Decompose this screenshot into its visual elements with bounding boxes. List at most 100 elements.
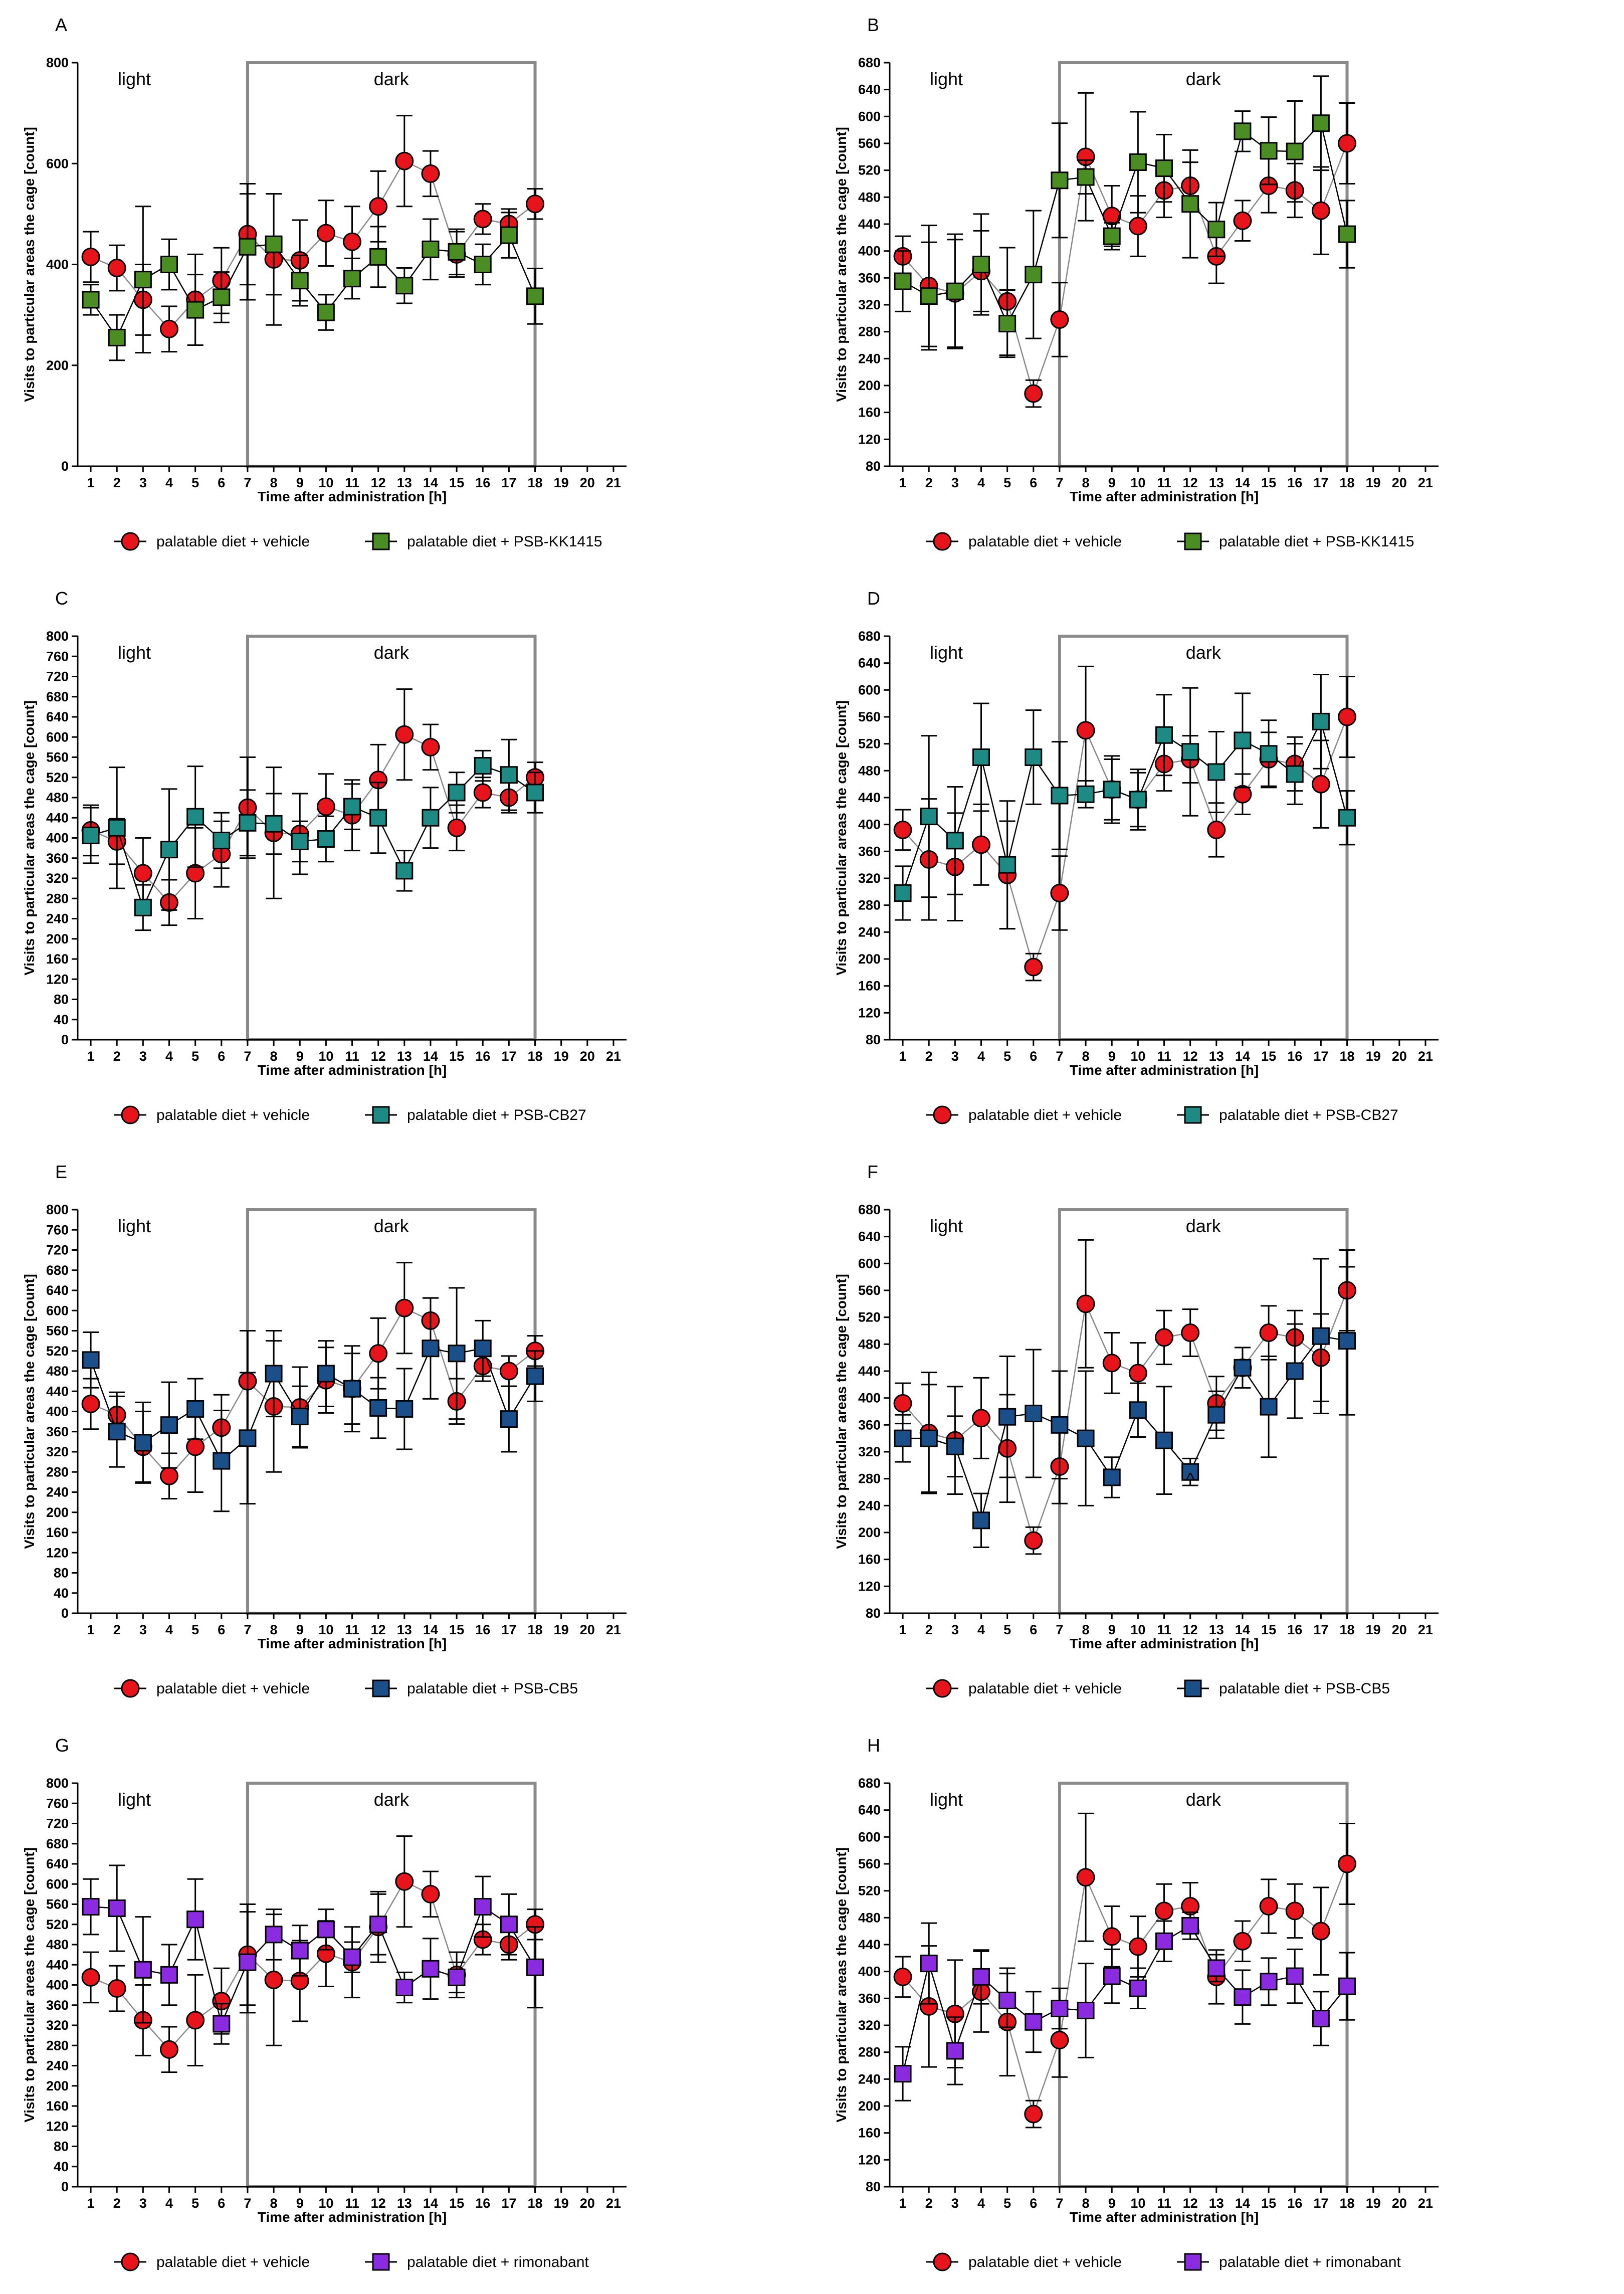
data-point bbox=[1286, 1362, 1304, 1380]
series-line bbox=[902, 143, 1348, 396]
y-tick-label: 520 bbox=[858, 163, 881, 178]
data-point bbox=[1024, 958, 1043, 977]
data-point bbox=[1207, 221, 1226, 239]
data-point bbox=[1128, 1364, 1147, 1383]
y-tick-label: 240 bbox=[858, 924, 881, 939]
x-tick-label: 7 bbox=[244, 1049, 251, 1064]
x-tick-label: 5 bbox=[1003, 2196, 1011, 2211]
x-tick-label: 1 bbox=[87, 475, 95, 490]
data-point bbox=[1286, 142, 1304, 160]
data-point bbox=[1181, 1463, 1199, 1481]
data-point bbox=[1129, 791, 1147, 809]
y-tick-label: 720 bbox=[46, 669, 69, 684]
x-tick-label: 1 bbox=[899, 1622, 907, 1637]
legend-label: palatable diet + vehicle bbox=[968, 533, 1122, 550]
data-point bbox=[82, 1898, 100, 1916]
data-point bbox=[1207, 1959, 1226, 1977]
data-point bbox=[369, 197, 388, 216]
y-tick-label: 320 bbox=[46, 871, 69, 886]
data-point bbox=[134, 1434, 152, 1452]
x-tick-label: 15 bbox=[449, 2196, 464, 2211]
x-tick-label: 8 bbox=[270, 1622, 278, 1637]
y-tick-label: 360 bbox=[858, 1991, 881, 2006]
data-point bbox=[972, 256, 990, 273]
data-point bbox=[500, 1916, 518, 1934]
data-point bbox=[448, 1345, 466, 1363]
x-tick-label: 5 bbox=[191, 1622, 199, 1637]
x-tick-label: 10 bbox=[318, 2196, 333, 2211]
x-tick-label: 12 bbox=[371, 475, 386, 490]
x-tick-label: 4 bbox=[977, 2196, 985, 2211]
series-line bbox=[90, 733, 536, 904]
data-point bbox=[108, 819, 126, 837]
data-point bbox=[946, 282, 964, 300]
data-point bbox=[1051, 1999, 1069, 2017]
y-tick-label: 680 bbox=[858, 629, 881, 644]
data-point bbox=[265, 1365, 283, 1383]
x-axis-title: Time after administration [h] bbox=[1070, 1062, 1259, 1078]
x-tick-label: 12 bbox=[371, 1622, 386, 1637]
light-label: light bbox=[930, 1789, 963, 1810]
data-point bbox=[239, 238, 257, 256]
data-point bbox=[1050, 310, 1069, 329]
series-palatable-diet-psb-cb5 bbox=[82, 1287, 544, 1512]
data-point bbox=[1129, 1979, 1147, 1997]
data-point bbox=[1155, 159, 1173, 177]
x-tick-label: 2 bbox=[925, 475, 933, 490]
x-tick-label: 8 bbox=[270, 1049, 278, 1064]
y-tick-label: 360 bbox=[46, 1998, 69, 2013]
legend-symbol bbox=[933, 532, 952, 551]
data-point bbox=[1312, 2010, 1330, 2028]
data-point bbox=[81, 247, 100, 266]
x-tick-label: 19 bbox=[1366, 1622, 1381, 1637]
y-tick-label: 280 bbox=[46, 2038, 69, 2053]
dark-period-box bbox=[1058, 635, 1349, 1041]
x-tick-label: 16 bbox=[1287, 1049, 1302, 1064]
data-point bbox=[893, 820, 912, 839]
legend-item: palatable diet + rimonabant bbox=[365, 2253, 589, 2271]
x-tick-label: 18 bbox=[527, 2196, 542, 2211]
data-point bbox=[1311, 201, 1330, 220]
data-point bbox=[1155, 1901, 1173, 1921]
x-tick-label: 2 bbox=[925, 1622, 933, 1637]
data-point bbox=[316, 797, 335, 816]
legend-symbol bbox=[1184, 1106, 1202, 1124]
data-point bbox=[1181, 195, 1199, 213]
y-axis-title: Visits to particular areas the cage [cou… bbox=[834, 1274, 849, 1549]
y-tick-label: 360 bbox=[858, 844, 881, 859]
series-line bbox=[902, 719, 1348, 893]
data-point bbox=[473, 783, 492, 802]
y-tick-label: 320 bbox=[46, 1444, 69, 1459]
dark-label: dark bbox=[1186, 1789, 1222, 1810]
data-point bbox=[160, 841, 178, 859]
series-palatable-diet-psb-cb27 bbox=[82, 738, 544, 931]
x-tick-label: 19 bbox=[1366, 475, 1381, 490]
x-tick-label: 1 bbox=[87, 2196, 95, 2211]
data-point bbox=[1076, 1294, 1095, 1313]
legend-item: palatable diet + PSB-KK1415 bbox=[365, 532, 602, 550]
data-point bbox=[1155, 1431, 1173, 1449]
y-tick-label: 560 bbox=[858, 1283, 881, 1298]
x-tick-label: 14 bbox=[1235, 2196, 1250, 2211]
data-point bbox=[82, 291, 100, 309]
data-point bbox=[946, 832, 964, 850]
y-tick-label: 0 bbox=[61, 1032, 69, 1047]
x-tick-label: 1 bbox=[899, 2196, 907, 2211]
y-tick-label: 240 bbox=[46, 1485, 69, 1500]
legend-label: palatable diet + vehicle bbox=[968, 2254, 1122, 2270]
x-tick-label: 18 bbox=[527, 1622, 542, 1637]
y-tick-label: 160 bbox=[858, 979, 881, 994]
data-point bbox=[395, 862, 414, 880]
x-tick-label: 21 bbox=[1418, 475, 1433, 490]
data-point bbox=[213, 288, 231, 306]
data-point bbox=[160, 1466, 178, 1485]
y-tick-label: 80 bbox=[866, 1606, 881, 1621]
data-point bbox=[1260, 1398, 1278, 1416]
legend-item: palatable diet + PSB-KK1415 bbox=[1177, 532, 1414, 550]
series-palatable-diet-vehicle bbox=[893, 1239, 1356, 1555]
x-axis-title: Time after administration [h] bbox=[258, 1636, 447, 1651]
y-tick-label: 240 bbox=[46, 911, 69, 926]
data-point bbox=[421, 1884, 440, 1903]
